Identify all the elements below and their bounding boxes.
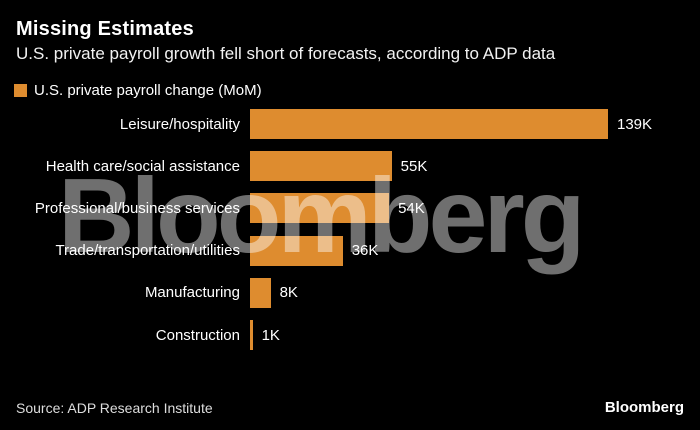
- value-label: 8K: [279, 284, 298, 302]
- category-label: Construction: [155, 326, 240, 344]
- bar: [250, 151, 392, 182]
- bar: [250, 109, 608, 140]
- bar: [250, 277, 271, 308]
- value-label: 1K: [261, 326, 280, 344]
- chart-row: Health care/social assistance 55K: [0, 145, 700, 187]
- legend: U.S. private payroll change (MoM): [14, 82, 262, 99]
- value-label: 139K: [617, 115, 653, 133]
- chart-row: Trade/transportation/utilities 36K: [0, 230, 700, 272]
- bloomberg-logo: Bloomberg: [604, 399, 684, 416]
- category-label: Professional/business services: [34, 199, 240, 217]
- value-label: 54K: [398, 199, 425, 217]
- category-label: Leisure/hospitality: [119, 115, 240, 133]
- bar: [250, 320, 253, 351]
- bar-chart: Leisure/hospitality 139K Health care/socia…: [0, 103, 700, 356]
- legend-label: U.S. private payroll change (MoM): [34, 82, 262, 99]
- bar: [250, 193, 390, 224]
- chart-row: Professional/business services 54K: [0, 187, 700, 229]
- legend-swatch-icon: [14, 84, 27, 97]
- chart-row: Leisure/hospitality 139K: [0, 103, 700, 145]
- category-label: Health care/social assistance: [45, 157, 240, 175]
- chart-subtitle: U.S. private payroll growth fell short o…: [16, 44, 556, 63]
- chart-row: Manufacturing 8K: [0, 272, 700, 314]
- chart-row: Construction 1K: [0, 314, 700, 356]
- value-label: 36K: [351, 242, 379, 260]
- source-attribution: Source: ADP Research Institute: [16, 400, 213, 416]
- bar: [250, 235, 343, 266]
- value-label: 55K: [400, 157, 428, 175]
- chart-title: Missing Estimates: [16, 18, 194, 40]
- category-label: Trade/transportation/utilities: [55, 242, 240, 260]
- category-label: Manufacturing: [144, 284, 240, 302]
